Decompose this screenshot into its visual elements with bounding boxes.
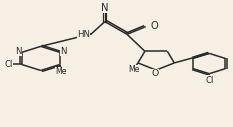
Text: N: N <box>15 47 22 56</box>
Text: HN: HN <box>77 30 90 39</box>
Text: Me: Me <box>129 65 140 74</box>
Text: N: N <box>60 47 66 56</box>
Text: Me: Me <box>55 67 67 76</box>
Text: O: O <box>151 21 158 31</box>
Text: O: O <box>151 69 159 78</box>
Text: Cl: Cl <box>205 76 213 85</box>
Text: Cl: Cl <box>5 60 13 69</box>
Text: N: N <box>101 3 109 13</box>
